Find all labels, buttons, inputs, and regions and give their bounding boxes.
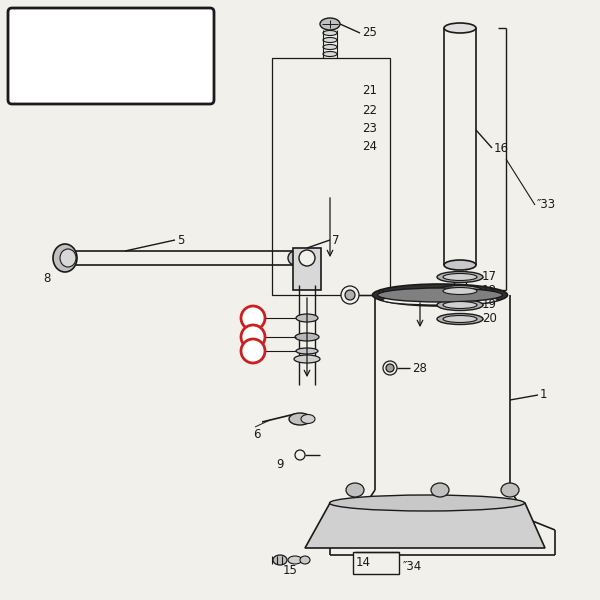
Ellipse shape bbox=[437, 299, 483, 311]
Ellipse shape bbox=[444, 23, 476, 33]
Ellipse shape bbox=[295, 450, 305, 460]
Ellipse shape bbox=[443, 301, 477, 308]
Ellipse shape bbox=[346, 483, 364, 497]
Text: 28: 28 bbox=[412, 361, 427, 374]
Text: 7: 7 bbox=[332, 233, 340, 247]
Ellipse shape bbox=[273, 555, 287, 565]
Ellipse shape bbox=[437, 313, 483, 325]
Polygon shape bbox=[272, 58, 390, 295]
Ellipse shape bbox=[443, 287, 477, 295]
Text: 3: 3 bbox=[248, 331, 257, 343]
Text: 20: 20 bbox=[482, 313, 497, 325]
Text: 21: 21 bbox=[362, 85, 377, 97]
Ellipse shape bbox=[323, 37, 337, 43]
Bar bbox=[353, 552, 399, 574]
Text: ″34: ″34 bbox=[403, 560, 422, 574]
Bar bbox=[293, 248, 321, 290]
Text: MN－4用: MN－4用 bbox=[77, 36, 145, 54]
Ellipse shape bbox=[299, 250, 315, 266]
Ellipse shape bbox=[321, 121, 339, 128]
Ellipse shape bbox=[437, 286, 483, 296]
Text: 18: 18 bbox=[482, 284, 497, 298]
Ellipse shape bbox=[313, 103, 347, 113]
Ellipse shape bbox=[296, 314, 318, 322]
Text: 15: 15 bbox=[283, 565, 298, 577]
Ellipse shape bbox=[296, 348, 318, 354]
Ellipse shape bbox=[311, 81, 349, 95]
Ellipse shape bbox=[373, 284, 508, 306]
Ellipse shape bbox=[60, 249, 76, 267]
Ellipse shape bbox=[288, 556, 302, 564]
Ellipse shape bbox=[443, 316, 477, 323]
Ellipse shape bbox=[437, 271, 483, 283]
Text: 14: 14 bbox=[356, 557, 371, 569]
Ellipse shape bbox=[377, 288, 503, 302]
Polygon shape bbox=[305, 503, 545, 548]
Ellipse shape bbox=[323, 31, 337, 35]
Ellipse shape bbox=[329, 495, 524, 511]
Text: 1: 1 bbox=[540, 389, 548, 401]
Ellipse shape bbox=[300, 556, 310, 564]
Circle shape bbox=[241, 339, 265, 363]
Text: 9: 9 bbox=[276, 458, 284, 472]
Text: 4: 4 bbox=[248, 344, 257, 358]
Ellipse shape bbox=[323, 44, 337, 49]
Text: 24: 24 bbox=[362, 139, 377, 152]
Ellipse shape bbox=[320, 139, 340, 146]
Text: 5: 5 bbox=[177, 233, 184, 247]
Ellipse shape bbox=[319, 83, 341, 92]
Ellipse shape bbox=[323, 52, 337, 56]
Ellipse shape bbox=[501, 483, 519, 497]
Text: 17: 17 bbox=[482, 271, 497, 283]
Ellipse shape bbox=[443, 274, 477, 280]
Ellipse shape bbox=[345, 290, 355, 300]
Ellipse shape bbox=[383, 361, 397, 375]
Ellipse shape bbox=[321, 104, 339, 112]
Text: ポンププランジャーセット: ポンププランジャーセット bbox=[51, 66, 171, 84]
Text: 22: 22 bbox=[362, 104, 377, 118]
Text: 2: 2 bbox=[248, 311, 257, 325]
FancyBboxPatch shape bbox=[8, 8, 214, 104]
Circle shape bbox=[241, 325, 265, 349]
Ellipse shape bbox=[431, 483, 449, 497]
Ellipse shape bbox=[295, 333, 319, 341]
Ellipse shape bbox=[312, 137, 348, 149]
Ellipse shape bbox=[294, 355, 320, 363]
Ellipse shape bbox=[53, 244, 77, 272]
Text: ″33: ″33 bbox=[537, 199, 556, 211]
Ellipse shape bbox=[320, 18, 340, 30]
Text: 25: 25 bbox=[362, 26, 377, 40]
Text: 23: 23 bbox=[362, 121, 377, 134]
Ellipse shape bbox=[301, 415, 315, 424]
Ellipse shape bbox=[288, 251, 302, 265]
Text: 19: 19 bbox=[482, 298, 497, 311]
Text: 9: 9 bbox=[377, 289, 385, 301]
Text: 16: 16 bbox=[494, 142, 509, 154]
Ellipse shape bbox=[444, 260, 476, 270]
Ellipse shape bbox=[383, 295, 497, 305]
Ellipse shape bbox=[386, 364, 394, 372]
Ellipse shape bbox=[314, 119, 346, 130]
Text: 8: 8 bbox=[43, 271, 50, 284]
Ellipse shape bbox=[289, 413, 311, 425]
Ellipse shape bbox=[341, 286, 359, 304]
Text: 6: 6 bbox=[253, 427, 260, 440]
Circle shape bbox=[241, 306, 265, 330]
